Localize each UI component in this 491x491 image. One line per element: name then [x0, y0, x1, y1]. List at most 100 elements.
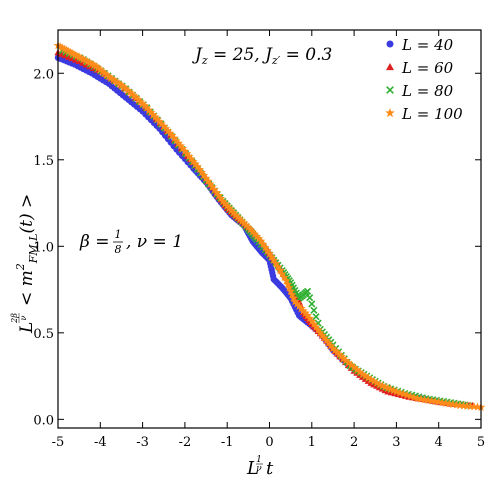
data-point	[106, 73, 116, 82]
data-point	[306, 294, 314, 302]
data-point	[282, 276, 291, 285]
data-point	[108, 75, 118, 84]
annotation-params: Jz = 25, Jz′ = 0.3	[192, 45, 332, 67]
data-point	[250, 229, 260, 238]
data-point	[210, 185, 219, 194]
svg-text:1: 1	[115, 228, 122, 241]
data-point	[334, 349, 344, 359]
data-point	[112, 77, 122, 87]
data-point	[473, 402, 482, 411]
data-point	[339, 353, 348, 363]
data-point	[363, 373, 373, 382]
data-point	[176, 141, 186, 150]
data-point	[174, 138, 183, 148]
data-point	[332, 347, 342, 357]
y-tick-label: 1.5	[33, 154, 54, 169]
data-point	[279, 272, 289, 282]
data-point	[303, 310, 312, 320]
annotation-exponents: β = 1 8 , ν = 1	[79, 228, 183, 256]
data-point	[275, 265, 285, 275]
data-point	[148, 110, 158, 119]
data-point	[163, 126, 173, 135]
data-point	[366, 374, 376, 384]
svg-text:ν: ν	[256, 464, 262, 474]
data-point	[326, 341, 336, 350]
data-point	[74, 52, 84, 61]
data-point	[392, 387, 401, 396]
data-point	[455, 400, 465, 410]
data-point	[117, 80, 126, 90]
legend-marker	[385, 107, 395, 118]
data-point	[355, 367, 365, 376]
data-point	[459, 401, 468, 410]
legend-marker	[386, 40, 394, 48]
data-point	[76, 53, 86, 62]
series-4	[53, 40, 486, 411]
data-point	[205, 179, 215, 188]
data-point	[389, 385, 398, 395]
data-point	[372, 378, 382, 387]
data-point	[375, 380, 384, 389]
data-point	[344, 358, 353, 367]
data-point	[260, 242, 270, 252]
data-point	[85, 58, 95, 67]
data-point	[142, 103, 152, 112]
data-point	[169, 133, 179, 142]
data-point	[98, 66, 107, 76]
data-point	[197, 167, 207, 177]
data-point	[386, 384, 396, 394]
data-point	[315, 328, 325, 337]
data-point	[361, 371, 370, 380]
data-point	[150, 112, 160, 121]
data-point	[369, 376, 379, 385]
data-point	[241, 220, 251, 229]
legend-label: L = 60	[401, 59, 454, 77]
data-point	[214, 190, 224, 200]
data-point	[349, 362, 359, 372]
data-point	[134, 95, 143, 104]
data-point	[337, 351, 346, 361]
data-point	[186, 154, 196, 163]
data-point	[188, 156, 198, 166]
data-point	[283, 279, 293, 289]
svg-text:2β: 2β	[10, 313, 19, 324]
x-tick-label: -3	[136, 435, 149, 450]
data-point	[409, 392, 419, 402]
data-point	[161, 124, 171, 133]
legend-marker	[386, 63, 394, 71]
data-point	[87, 59, 97, 68]
data-point	[322, 336, 331, 345]
data-point	[466, 401, 475, 411]
data-point	[178, 143, 188, 153]
data-point	[201, 173, 211, 182]
data-point	[55, 42, 65, 51]
svg-text:8: 8	[115, 243, 122, 256]
y-axis-label: L 2β ν < m2FM,L(t) >	[10, 194, 40, 334]
data-point	[296, 304, 306, 313]
data-point	[237, 216, 247, 225]
data-point	[313, 325, 323, 334]
data-point	[129, 91, 139, 100]
data-point	[184, 151, 194, 161]
legend-label: L = 100	[401, 105, 463, 123]
data-point	[256, 236, 266, 245]
data-point	[140, 101, 150, 110]
data-point	[144, 105, 154, 114]
data-point	[308, 300, 316, 308]
data-point	[193, 162, 202, 171]
svg-text:L: L	[246, 458, 259, 479]
x-tick-label: -5	[52, 435, 65, 450]
data-point	[383, 383, 393, 392]
data-point	[231, 210, 241, 219]
x-tick-label: 2	[350, 435, 358, 450]
svg-text:β =: β =	[79, 232, 109, 252]
data-point	[62, 45, 71, 54]
data-point	[298, 306, 308, 315]
data-point	[89, 60, 99, 69]
x-tick-label: 1	[308, 435, 316, 450]
axis-ticks: -5 -4 -3 -2 -1 0 1 2 3 4 5 0.0 0.5 1.0 1.5 2.0	[33, 30, 485, 450]
data-point	[155, 117, 164, 126]
data-point	[341, 355, 351, 365]
data-point	[248, 227, 257, 236]
